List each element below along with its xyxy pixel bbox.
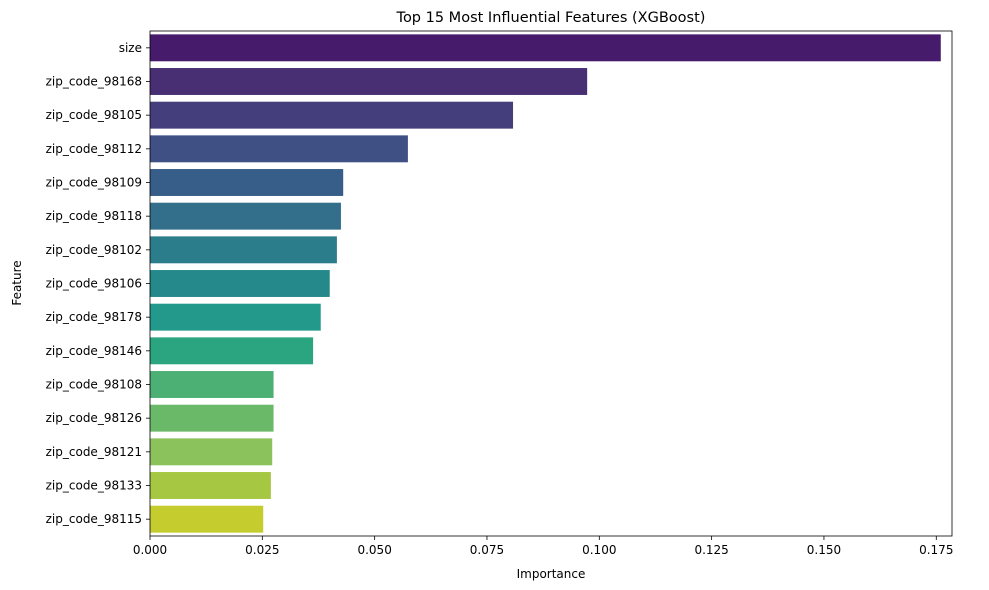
y-tick-label: zip_code_98121 <box>46 445 142 459</box>
bar <box>150 101 514 129</box>
x-tick-label: 0.150 <box>807 543 841 557</box>
y-tick-label: zip_code_98109 <box>46 176 142 190</box>
plot-frame <box>149 30 953 537</box>
x-tick-label: 0.075 <box>470 543 504 557</box>
bar <box>150 202 341 230</box>
y-tick-label: zip_code_98168 <box>46 75 142 89</box>
y-tick-label: zip_code_98146 <box>46 344 142 358</box>
y-tick-label: zip_code_98105 <box>46 108 142 122</box>
y-tick-label: size <box>119 41 142 55</box>
bar <box>150 404 274 432</box>
y-tick-label: zip_code_98108 <box>46 378 142 392</box>
x-tick-label: 0.025 <box>245 543 279 557</box>
x-tick-label: 0.100 <box>582 543 616 557</box>
y-tick-label: zip_code_98118 <box>46 209 142 223</box>
y-tick-label: zip_code_98178 <box>46 310 142 324</box>
x-tick-label: 0.000 <box>133 543 167 557</box>
y-axis-ticks: size zip_code_98168 zip_code_98105 zip_code… <box>46 41 150 526</box>
y-tick-label: zip_code_98133 <box>46 479 142 493</box>
bar <box>150 270 330 297</box>
bar <box>150 371 274 398</box>
y-tick-label: zip_code_98115 <box>46 512 142 526</box>
y-tick-label: zip_code_98106 <box>46 277 142 291</box>
bars <box>150 34 941 533</box>
y-tick-label: zip_code_98126 <box>46 411 142 425</box>
x-tick-label: 0.125 <box>694 543 728 557</box>
bar <box>150 472 271 499</box>
bar <box>150 135 408 163</box>
bar <box>150 505 264 533</box>
y-tick-label: zip_code_98102 <box>46 243 142 257</box>
y-axis-title: Feature <box>10 260 24 305</box>
bar <box>150 169 344 196</box>
bar <box>150 303 321 331</box>
bar <box>150 337 314 365</box>
bar <box>150 68 588 95</box>
bar <box>150 438 273 466</box>
bar <box>150 236 337 264</box>
x-axis-title: Importance <box>517 567 586 581</box>
y-tick-label: zip_code_98112 <box>46 142 142 156</box>
x-tick-label: 0.050 <box>357 543 391 557</box>
x-tick-label: 0.175 <box>919 543 953 557</box>
chart-title: Top 15 Most Influential Features (XGBoos… <box>396 10 706 26</box>
bar <box>150 34 941 62</box>
x-axis-ticks: 0.000 0.025 0.050 0.075 0.100 0.125 0.150 0.175 <box>133 536 953 557</box>
